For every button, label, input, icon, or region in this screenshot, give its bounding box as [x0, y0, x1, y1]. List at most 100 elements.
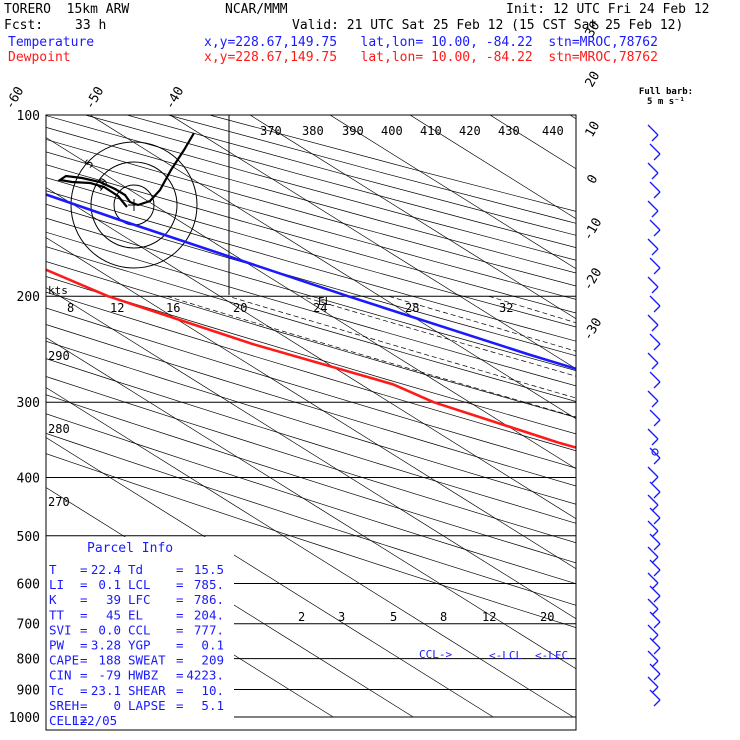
wind-barb [653, 673, 661, 681]
parcel-info-cell: = [176, 562, 184, 577]
temperature-legend: Temperature [8, 35, 95, 50]
theta-label: 390 [342, 124, 364, 138]
plot-frame [45, 114, 577, 731]
isotherm-line [46, 287, 576, 620]
parcel-info-cell: PW [49, 638, 65, 653]
dry-adiabat-line [46, 453, 576, 628]
wind-barb [653, 457, 661, 465]
isotherm-label: -10 [581, 216, 606, 244]
parcel-info-cell: = [176, 698, 184, 713]
wind-barb [653, 647, 661, 655]
parcel-info-cell: 0.1 [98, 577, 121, 592]
parcel-info-cell: 0 [113, 698, 121, 713]
isotherm-label: 30 [583, 19, 604, 40]
dry-adiabat-label: 280 [48, 422, 70, 436]
parcel-info-cell: 209 [201, 653, 224, 668]
parcel-info-cell: LAPSE [128, 698, 166, 713]
org-label: NCAR/MMM [225, 2, 288, 17]
pressure-tick-600: 600 [17, 577, 40, 592]
parcel-info-cell: EL [128, 607, 143, 622]
isotherm-line [730, 115, 740, 717]
hodograph-ring-label: 5 [82, 157, 96, 170]
parcel-info-cell: = [176, 622, 184, 637]
parcel-info-cell: = [80, 577, 88, 592]
isotherm-line [489, 115, 576, 170]
parcel-info-cell: = [80, 607, 88, 622]
mixing-ratio-label: 5 [390, 610, 397, 624]
parcel-info-cell: 5.1 [201, 698, 224, 713]
isotherm-line [46, 137, 576, 470]
wind-barb [649, 257, 661, 269]
dewpoint-profile-line [46, 268, 576, 449]
barb-legend-line2: 5 m s⁻¹ [647, 97, 685, 107]
theta-label: 420 [459, 124, 481, 138]
dry-adiabat-line [46, 394, 576, 564]
wind-barb [653, 419, 661, 427]
isotherm-line [46, 337, 576, 670]
parcel-info-cell: 0.1 [201, 638, 224, 653]
dry-adiabat-line [46, 246, 576, 402]
parcel-info-cell: TT [49, 607, 65, 622]
parcel-info-cell: Td [128, 562, 143, 577]
wind-barb [647, 124, 659, 136]
theta-label: 400 [381, 124, 403, 138]
wind-barb [653, 621, 661, 629]
pressure-tick-300: 300 [17, 396, 40, 411]
dewpoint-legend: Dewpoint [8, 50, 71, 65]
parcel-info-cell: 39 [106, 592, 121, 607]
parcel-info-cell: = [80, 638, 88, 653]
parcel-info-cell: 22.4 [91, 562, 121, 577]
isotherm-label: 0 [585, 172, 602, 186]
parcel-info-cell: 0.0 [98, 622, 121, 637]
hodograph-speed-label: 8 [67, 301, 74, 315]
parcel-info-cell: 3.28 [91, 638, 121, 653]
pressure-tick-500: 500 [17, 530, 40, 545]
parcel-info-cell: LFC [128, 592, 151, 607]
parcel-info-cell: K [49, 592, 57, 607]
hodograph-rings [70, 141, 198, 269]
pressure-tick-200: 200 [17, 290, 40, 305]
mixing-ratio-label: 3 [338, 610, 345, 624]
parcel-info-cell: 122/05 [72, 713, 117, 728]
mixing-ratio-label: 20 [540, 610, 554, 624]
init-time: Init: 12 UTC Fri 24 Feb 12 [506, 2, 710, 17]
moist-adiabat-line [590, 296, 740, 717]
wind-barb [653, 543, 661, 551]
wind-barb [647, 314, 659, 326]
hodograph-units-label: kts [48, 284, 68, 297]
wind-barb [651, 400, 659, 408]
wind-barb [651, 582, 659, 590]
wind-barb [647, 598, 659, 610]
parcel-info-cell: CELL [49, 713, 79, 728]
parcel-info-cell: SREH [49, 698, 79, 713]
wind-barb [647, 494, 659, 506]
wind-barb [647, 676, 659, 688]
dry-adiabat-line [46, 203, 576, 357]
isotherm-line [46, 187, 576, 520]
isotherm-label: -40 [163, 84, 188, 112]
dry-adiabat-line [46, 324, 576, 487]
wind-barb [651, 286, 659, 294]
wind-barb [653, 491, 661, 499]
valid-time: Valid: 21 UTC Sat 25 Feb 12 (15 CST Sat … [292, 18, 684, 33]
dry-adiabat-label: 290 [48, 349, 70, 363]
theta-label: 380 [302, 124, 324, 138]
wind-barb [651, 134, 659, 142]
hodograph-speed-label: 24 [313, 301, 327, 315]
isotherm-line [46, 487, 414, 718]
wind-barb [651, 504, 659, 512]
parcel-info-cell: 45 [106, 607, 121, 622]
parcel-info-cell: SVI [49, 622, 72, 637]
wind-barb [649, 533, 661, 545]
parcel-info-cell: = [80, 562, 88, 577]
parcel-info-cell: = [176, 653, 184, 668]
wind-barb [647, 520, 659, 532]
wind-barb [651, 324, 659, 332]
mixing-ratio-label: 2 [298, 610, 305, 624]
wind-barb [649, 611, 661, 623]
wind-barb [653, 267, 661, 275]
pressure-tick-100: 100 [17, 109, 40, 124]
lfc-annotation: <-LFC [535, 649, 568, 662]
wind-barb [647, 162, 659, 174]
dry-adiabat-line [46, 432, 576, 606]
